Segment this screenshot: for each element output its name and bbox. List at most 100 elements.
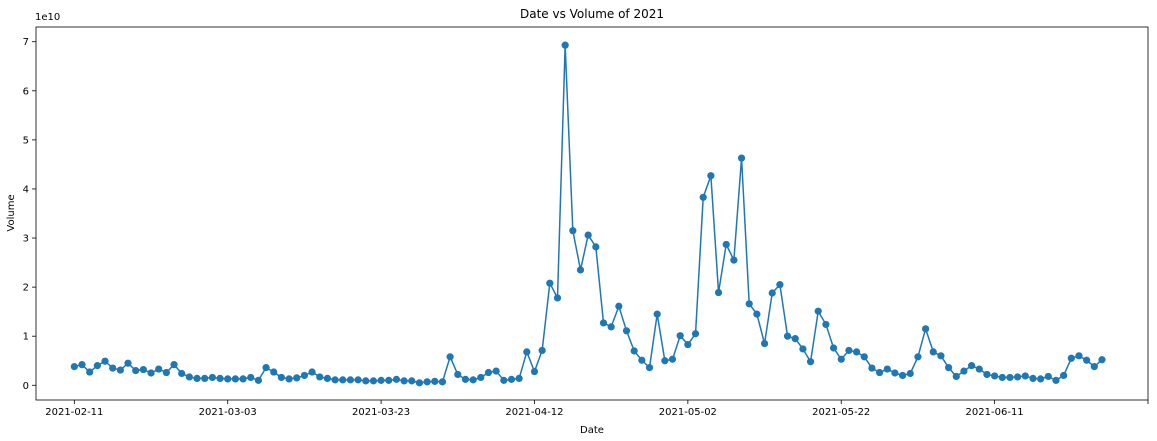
plot-area: [35, 26, 1149, 401]
data-point: [829, 344, 838, 352]
y-tick-label: 1: [23, 332, 29, 343]
data-point: [538, 346, 546, 355]
data-point: [124, 359, 132, 367]
data-point: [768, 289, 776, 297]
data-point: [300, 371, 309, 380]
data-point: [484, 368, 493, 377]
data-point: [592, 243, 600, 251]
data-point: [438, 378, 447, 386]
data-point: [676, 332, 684, 340]
data-point: [224, 375, 232, 383]
data-point: [86, 368, 94, 376]
data-point: [607, 323, 615, 331]
data-point: [208, 373, 216, 382]
data-point: [500, 376, 508, 384]
data-point: [308, 368, 316, 376]
data-point: [162, 368, 170, 377]
data-point: [737, 154, 746, 162]
x-tick-label: 2021-04-12: [505, 407, 563, 418]
data-point: [806, 358, 815, 366]
data-point: [914, 353, 922, 361]
data-point: [139, 365, 147, 374]
data-point: [446, 353, 454, 361]
chart-title: Date vs Volume of 2021: [520, 7, 664, 21]
data-point: [132, 366, 140, 375]
data-point: [431, 377, 439, 385]
data-point: [392, 375, 401, 383]
data-point: [975, 365, 983, 373]
data-point: [354, 376, 362, 384]
series-points: [70, 41, 1106, 387]
data-point: [998, 373, 1006, 382]
data-point: [837, 355, 845, 363]
data-point: [783, 332, 792, 340]
data-point: [983, 370, 991, 379]
data-point: [408, 377, 416, 385]
data-point: [584, 231, 592, 239]
data-point: [247, 373, 255, 382]
data-point: [109, 364, 117, 372]
data-point: [753, 310, 761, 318]
data-point: [945, 364, 953, 372]
data-point: [576, 266, 585, 274]
data-point: [231, 375, 239, 383]
data-point: [415, 379, 424, 387]
x-tick-label: 2021-06-11: [966, 407, 1024, 418]
data-point: [1029, 374, 1037, 383]
data-point: [1083, 356, 1091, 364]
data-point: [477, 373, 485, 382]
data-point: [116, 366, 124, 374]
y-tick-label: 4: [23, 184, 29, 195]
data-point: [791, 335, 799, 343]
data-point: [638, 356, 646, 364]
data-point: [1090, 363, 1098, 371]
data-point: [630, 347, 638, 355]
data-point: [553, 294, 562, 302]
data-point: [991, 372, 999, 380]
data-point: [70, 363, 78, 371]
data-point: [201, 374, 209, 383]
data-point: [1006, 373, 1014, 382]
data-point: [523, 348, 531, 356]
data-point: [469, 376, 477, 384]
data-point: [714, 288, 723, 297]
data-point: [622, 327, 631, 335]
data-point: [707, 172, 715, 180]
data-point: [730, 256, 738, 264]
data-point: [239, 375, 247, 383]
data-point: [101, 357, 109, 365]
x-tick-label: 2021-02-11: [45, 407, 103, 418]
data-point: [323, 374, 332, 383]
data-point: [691, 330, 700, 338]
data-point: [385, 376, 393, 384]
data-point: [745, 300, 753, 308]
data-point: [423, 378, 431, 386]
data-point: [277, 373, 286, 382]
data-point: [93, 362, 101, 370]
data-point: [684, 340, 692, 349]
y-axis: 0 1 2 3 4 5 6 7: [23, 37, 36, 392]
data-point: [860, 353, 868, 361]
data-point: [155, 365, 163, 373]
data-point: [1052, 376, 1060, 384]
data-point: [339, 376, 347, 384]
data-point: [170, 361, 178, 369]
data-point: [968, 362, 976, 370]
data-point: [78, 361, 86, 369]
data-point: [546, 279, 554, 287]
data-point: [316, 373, 324, 381]
data-point: [929, 348, 937, 356]
data-point: [760, 339, 769, 348]
data-point: [1021, 372, 1029, 380]
data-point: [461, 375, 470, 383]
data-point: [362, 377, 370, 385]
data-point: [262, 364, 270, 372]
x-tick-label: 2021-03-23: [352, 407, 410, 418]
data-point: [699, 193, 707, 201]
data-point: [952, 372, 960, 381]
data-point: [1060, 371, 1068, 380]
data-point: [1014, 373, 1022, 381]
data-point: [1067, 354, 1075, 362]
data-point: [216, 374, 224, 383]
x-tick-label: 2021-05-22: [812, 407, 870, 418]
